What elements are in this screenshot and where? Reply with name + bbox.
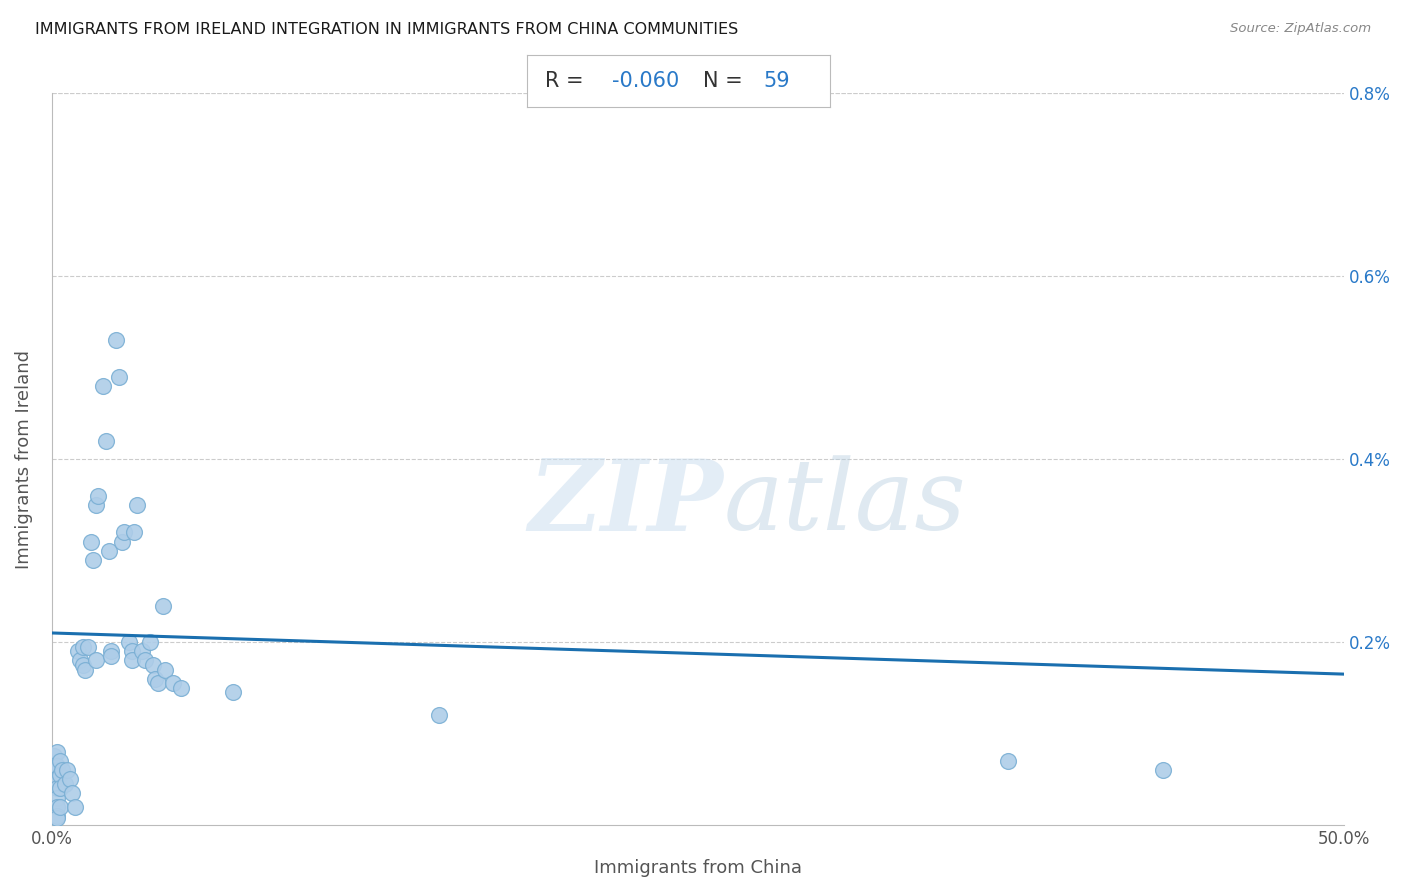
Point — [48, 768, 70, 782]
Point — [110, 534, 132, 549]
Point — [139, 635, 162, 649]
Point — [45, 811, 67, 825]
Point — [48, 799, 70, 814]
Point — [170, 681, 193, 695]
Point — [125, 498, 148, 512]
Text: IMMIGRANTS FROM IRELAND INTEGRATION IN IMMIGRANTS FROM CHINA COMMUNITIES: IMMIGRANTS FROM IRELAND INTEGRATION IN I… — [35, 22, 738, 37]
Point — [48, 781, 70, 796]
Point — [124, 525, 146, 540]
Point — [97, 543, 120, 558]
Text: Source: ZipAtlas.com: Source: ZipAtlas.com — [1230, 22, 1371, 36]
Point — [1152, 763, 1174, 777]
Text: ZIP: ZIP — [529, 455, 724, 551]
Point — [105, 333, 128, 347]
Point — [100, 644, 122, 658]
Point — [45, 809, 67, 823]
Text: N =: N = — [703, 71, 742, 91]
Point — [112, 525, 135, 540]
Point — [45, 772, 67, 787]
Point — [108, 370, 131, 384]
Point — [62, 786, 84, 800]
Point — [152, 599, 174, 613]
Point — [87, 489, 110, 503]
Point — [63, 799, 86, 814]
Point — [45, 799, 67, 814]
Point — [84, 653, 107, 667]
Point — [44, 763, 66, 777]
Point — [121, 644, 143, 658]
Point — [48, 754, 70, 768]
Point — [75, 663, 97, 677]
Text: -0.060: -0.060 — [612, 71, 679, 91]
Point — [221, 685, 243, 699]
Point — [51, 763, 73, 777]
Text: 59: 59 — [763, 71, 790, 91]
Point — [84, 498, 107, 512]
Point — [45, 758, 67, 772]
Point — [72, 657, 94, 672]
Point — [82, 553, 104, 567]
Point — [44, 749, 66, 764]
Point — [59, 772, 82, 787]
Point — [429, 708, 451, 723]
Point — [69, 653, 91, 667]
Point — [155, 663, 177, 677]
Point — [66, 644, 89, 658]
Point — [131, 644, 153, 658]
Text: atlas: atlas — [724, 456, 966, 550]
Point — [143, 672, 166, 686]
Point — [162, 676, 184, 690]
Point — [45, 790, 67, 805]
Y-axis label: Immigrants from Ireland: Immigrants from Ireland — [15, 350, 32, 569]
Point — [121, 653, 143, 667]
Point — [45, 781, 67, 796]
Point — [77, 640, 100, 654]
Point — [134, 653, 156, 667]
Text: R =: R = — [546, 71, 583, 91]
Point — [72, 640, 94, 654]
X-axis label: Immigrants from China: Immigrants from China — [593, 859, 801, 877]
Point — [93, 379, 115, 393]
Point — [100, 648, 122, 663]
Point — [118, 635, 141, 649]
Point — [94, 434, 117, 448]
Point — [146, 676, 169, 690]
Point — [142, 657, 165, 672]
Point — [53, 777, 76, 791]
Point — [56, 763, 79, 777]
Point — [997, 754, 1019, 768]
Point — [45, 745, 67, 759]
Point — [79, 534, 101, 549]
